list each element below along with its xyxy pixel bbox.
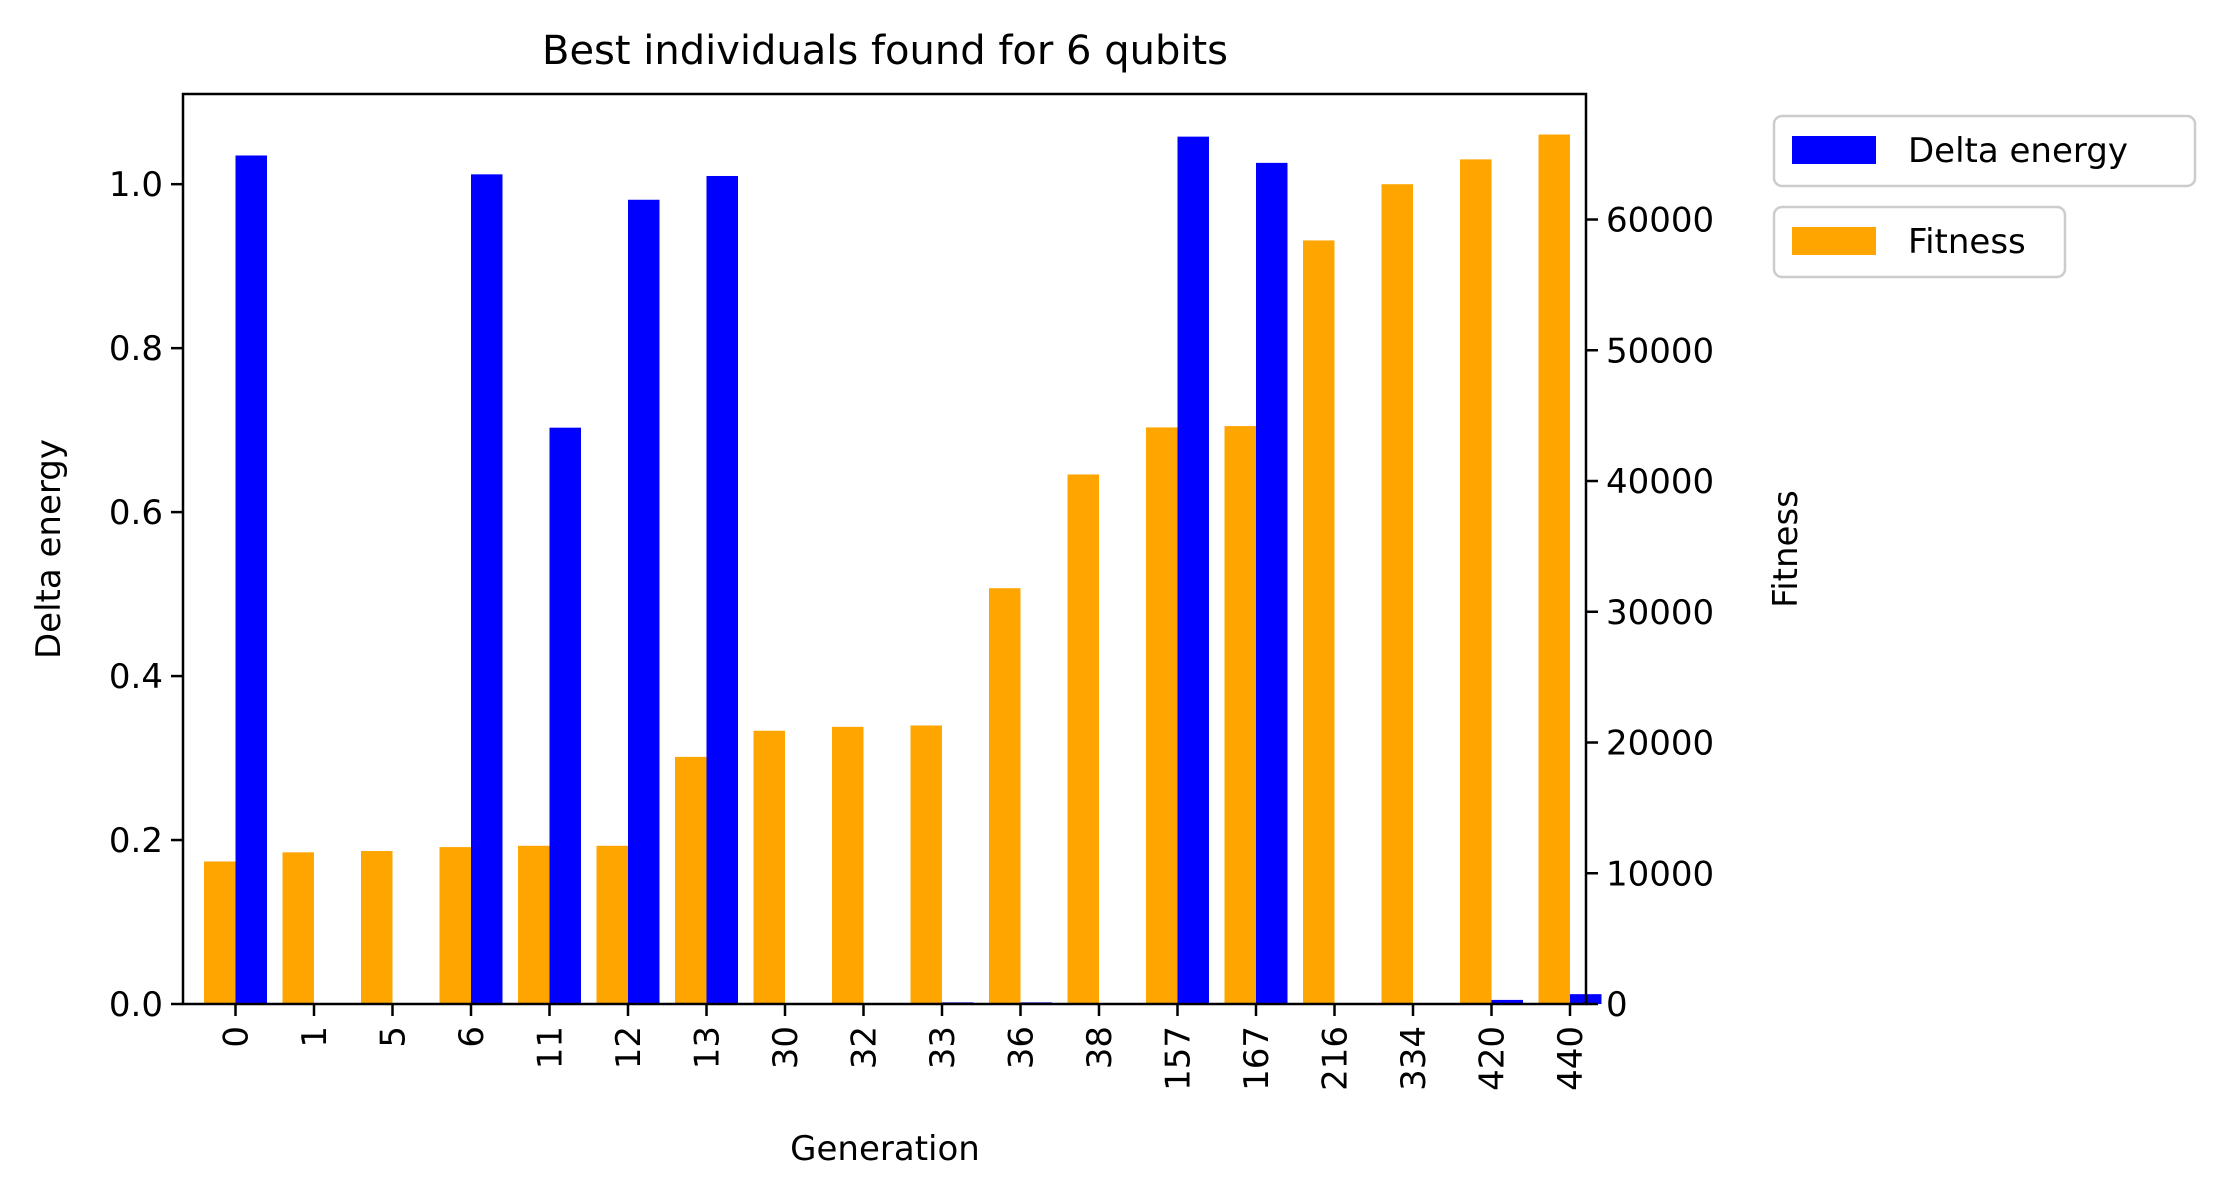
x-tick-label: 13	[688, 1026, 728, 1069]
y2-axis-label: Fitness	[1766, 490, 1806, 608]
y2-tick-label: 50000	[1606, 331, 1714, 371]
delta-energy-bar-167	[1256, 162, 1288, 1004]
y2-tick-label: 40000	[1606, 462, 1714, 502]
x-tick-label: 36	[1002, 1026, 1042, 1069]
fitness-bar-38	[1067, 474, 1099, 1005]
delta-energy-bars	[235, 136, 1602, 1005]
fitness-bar-30	[753, 730, 785, 1004]
fitness-bar-1	[282, 852, 314, 1004]
x-tick-label: 167	[1237, 1026, 1277, 1091]
y-tick-label: 0.4	[109, 657, 163, 697]
plot-frame	[181, 92, 1588, 1006]
delta-energy-bar-6	[471, 174, 503, 1004]
fitness-bar-157	[1146, 427, 1178, 1005]
fitness-bar-420	[1460, 159, 1492, 1005]
y-tick-label: 0.2	[109, 821, 163, 861]
x-tick-label: 32	[845, 1026, 885, 1069]
left-y-axis: 0.0 0.2 0.4 0.6 0.8 1.0	[109, 165, 183, 1025]
x-tick-label: 334	[1394, 1026, 1434, 1091]
fitness-bar-13	[675, 756, 707, 1004]
y2-tick-label: 10000	[1606, 854, 1714, 894]
x-tick-label: 33	[923, 1026, 963, 1069]
legend-swatch-fitness	[1792, 227, 1876, 255]
fitness-bars	[204, 134, 1570, 1005]
fitness-bar-334	[1381, 184, 1413, 1004]
x-tick-label: 30	[766, 1026, 806, 1069]
x-tick-label: 12	[609, 1026, 649, 1069]
fitness-bar-6	[439, 847, 471, 1004]
y2-tick-label: 30000	[1606, 593, 1714, 633]
x-tick-label: 216	[1316, 1026, 1356, 1091]
y2-tick-label: 20000	[1606, 724, 1714, 764]
x-tick-label: 11	[531, 1026, 571, 1069]
legend-box-delta-energy	[1772, 114, 2197, 188]
fitness-bar-36	[989, 588, 1021, 1004]
legend-label-delta-energy: Delta energy	[1908, 131, 2128, 171]
right-y-axis: 0 10000 20000 30000 40000 50000 60000	[1586, 201, 1714, 1025]
fitness-bar-5	[361, 851, 393, 1004]
delta-energy-bar-0	[235, 155, 267, 1005]
fitness-bar-167	[1224, 426, 1256, 1005]
legend-label-fitness: Fitness	[1908, 222, 2026, 262]
fitness-bar-216	[1303, 240, 1335, 1005]
y-tick-label: 1.0	[109, 165, 163, 205]
y-tick-label: 0.6	[109, 493, 163, 533]
delta-energy-bar-11	[549, 427, 581, 1005]
delta-energy-bar-420	[1491, 999, 1523, 1004]
y2-tick-label: 0	[1606, 985, 1628, 1025]
x-tick-label: 1	[295, 1026, 335, 1048]
delta-energy-bar-12	[628, 199, 660, 1004]
fitness-bar-32	[832, 726, 864, 1004]
legend: Delta energy Fitness	[1772, 114, 2197, 279]
fitness-bar-12	[596, 845, 628, 1004]
x-tick-label: 6	[452, 1026, 492, 1048]
x-axis-label: Generation	[790, 1129, 980, 1169]
legend-box-fitness	[1772, 205, 2067, 279]
x-tick-label: 5	[374, 1026, 414, 1048]
x-tick-label: 440	[1551, 1026, 1591, 1091]
fitness-bar-440	[1538, 134, 1570, 1004]
chart-title: Best individuals found for 6 qubits	[542, 28, 1228, 74]
y-axis-label: Delta energy	[29, 439, 69, 659]
x-tick-label: 157	[1159, 1026, 1199, 1091]
delta-energy-bar-13	[706, 175, 738, 1004]
fitness-bar-11	[518, 845, 550, 1004]
x-tick-label: 38	[1080, 1026, 1120, 1069]
delta-energy-bar-157	[1177, 136, 1209, 1005]
fitness-bar-0	[204, 861, 236, 1004]
fitness-bar-33	[910, 725, 942, 1004]
y2-tick-label: 60000	[1606, 201, 1714, 241]
legend-swatch-delta-energy	[1792, 136, 1876, 164]
y-tick-label: 0.8	[109, 329, 163, 369]
x-axis: 0 1 5 6 11 12 13 30 32 33 36 38 157 167 216 334 420 440	[217, 1004, 1591, 1091]
x-tick-label: 420	[1473, 1026, 1513, 1091]
y-tick-label: 0.0	[109, 985, 163, 1025]
x-tick-label: 0	[217, 1026, 257, 1048]
